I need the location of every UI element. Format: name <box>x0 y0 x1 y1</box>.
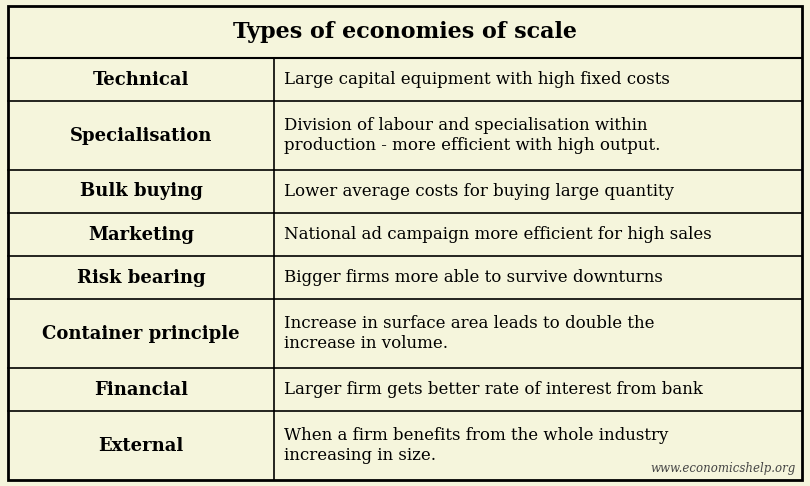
Text: Division of labour and specialisation within
production - more efficient with hi: Division of labour and specialisation wi… <box>284 117 660 154</box>
Text: Bigger firms more able to survive downturns: Bigger firms more able to survive downtu… <box>284 269 663 286</box>
Text: Increase in surface area leads to double the
increase in volume.: Increase in surface area leads to double… <box>284 315 654 352</box>
Text: Types of economies of scale: Types of economies of scale <box>233 21 577 43</box>
Text: When a firm benefits from the whole industry
increasing in size.: When a firm benefits from the whole indu… <box>284 427 668 464</box>
Text: Container principle: Container principle <box>42 325 240 343</box>
Text: Bulk buying: Bulk buying <box>79 182 202 201</box>
Text: External: External <box>98 436 184 454</box>
Text: National ad campaign more efficient for high sales: National ad campaign more efficient for … <box>284 226 712 243</box>
Text: Technical: Technical <box>93 70 190 88</box>
Text: www.economicshelp.org: www.economicshelp.org <box>650 462 796 475</box>
Text: Marketing: Marketing <box>88 226 194 243</box>
Text: Lower average costs for buying large quantity: Lower average costs for buying large qua… <box>284 183 674 200</box>
Text: Financial: Financial <box>94 381 188 399</box>
Text: Larger firm gets better rate of interest from bank: Larger firm gets better rate of interest… <box>284 381 703 398</box>
Text: Risk bearing: Risk bearing <box>77 269 205 287</box>
Text: Large capital equipment with high fixed costs: Large capital equipment with high fixed … <box>284 71 670 88</box>
Text: Specialisation: Specialisation <box>70 126 212 144</box>
